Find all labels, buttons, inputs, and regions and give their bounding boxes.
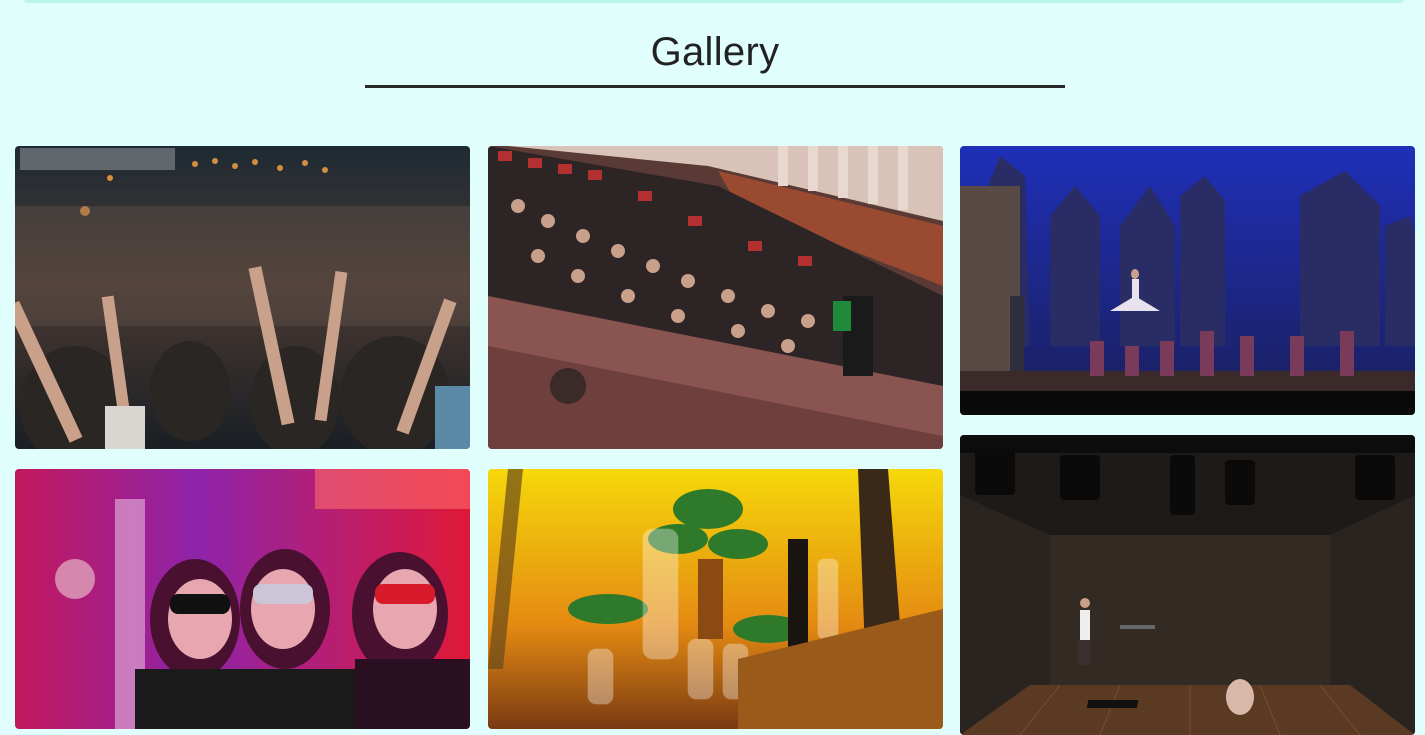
gallery-photo-theater-rehearsal[interactable]: [960, 435, 1415, 735]
gallery-photo-concert-crowd[interactable]: [15, 146, 470, 449]
theater-rehearsal-image: [960, 435, 1415, 735]
masquerade-party-image: [15, 469, 470, 729]
top-bar: [24, 0, 1404, 3]
gallery-photo-ballet-stage[interactable]: [960, 146, 1415, 415]
gallery-photo-dining-table[interactable]: [488, 469, 943, 729]
auditorium-audience-image: [488, 146, 943, 449]
dining-table-image: [488, 469, 943, 729]
page-title: Gallery: [650, 30, 780, 74]
gallery-photo-masquerade-party[interactable]: [15, 469, 470, 729]
gallery-photo-auditorium-audience[interactable]: [488, 146, 943, 449]
title-underline: [365, 85, 1065, 88]
ballet-stage-image: [960, 146, 1415, 415]
concert-crowd-image: [15, 146, 470, 449]
